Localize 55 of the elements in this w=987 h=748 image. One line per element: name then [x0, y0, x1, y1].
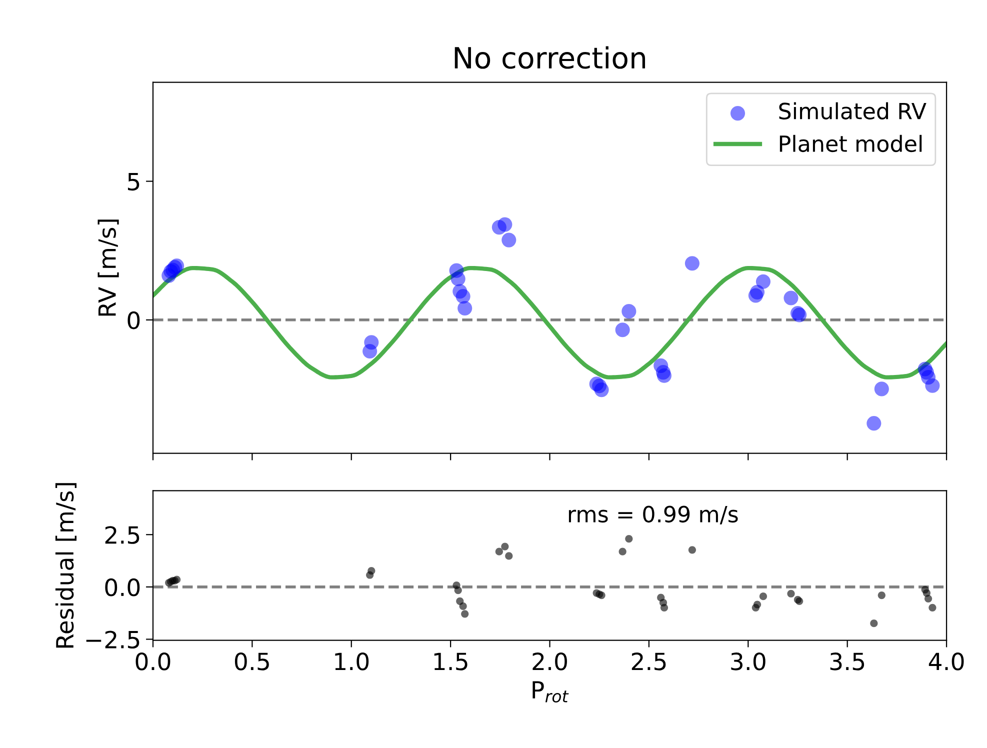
- x-axis-title: P$_{rot}$: [532, 681, 569, 703]
- point: [495, 548, 503, 556]
- legend-label: Planet model: [780, 134, 922, 152]
- x-tick-label: 0.5: [234, 652, 269, 670]
- point: [364, 335, 379, 350]
- point: [753, 600, 762, 608]
- x-tick-label: 4.0: [928, 652, 964, 670]
- point: [878, 592, 886, 600]
- point: [461, 610, 469, 618]
- point: [459, 602, 467, 610]
- point: [498, 217, 512, 232]
- point: [750, 284, 765, 300]
- y-tick-label: 0.0: [105, 578, 140, 596]
- point: [656, 368, 672, 383]
- x-tick-label: 1.5: [434, 652, 468, 670]
- x-tick-label: 1.0: [335, 652, 369, 670]
- chart-title: No correction: [454, 46, 646, 69]
- point: [660, 604, 668, 612]
- point: [688, 546, 696, 554]
- point: [870, 620, 878, 628]
- x-tick-label: 3.0: [731, 652, 766, 670]
- point: [594, 382, 609, 398]
- y-tick-label: 2.5: [105, 526, 140, 544]
- y-axis-title: Residual [m/s]: [55, 483, 76, 648]
- point: [505, 552, 513, 560]
- point: [625, 535, 633, 543]
- y-axis-title: RV [m/s]: [98, 220, 119, 316]
- x-tick-label: 2.5: [632, 652, 666, 670]
- point: [924, 594, 932, 602]
- point: [368, 567, 376, 575]
- point: [502, 232, 516, 248]
- point: [928, 604, 936, 612]
- legend-label: Simulated RV: [779, 102, 926, 120]
- x-tick-label: 2.0: [532, 652, 567, 670]
- y-tick-label: 5: [128, 173, 140, 191]
- y-tick-label: −2.5: [86, 630, 140, 649]
- point: [759, 592, 768, 600]
- point: [458, 300, 472, 316]
- point: [618, 548, 626, 556]
- point: [866, 416, 882, 431]
- point: [615, 322, 630, 338]
- point: [454, 586, 462, 594]
- point: [456, 289, 470, 304]
- point: [874, 382, 889, 396]
- point: [784, 290, 798, 306]
- point: [787, 590, 795, 598]
- x-tick-label: 3.5: [830, 652, 864, 670]
- point: [925, 378, 940, 393]
- point: [756, 274, 771, 289]
- point: [501, 542, 509, 550]
- y-tick-label: 0: [128, 311, 140, 330]
- point: [622, 304, 636, 319]
- point: [450, 272, 466, 286]
- point: [684, 256, 700, 271]
- annotation: rms = 0.99 m/s: [568, 506, 738, 524]
